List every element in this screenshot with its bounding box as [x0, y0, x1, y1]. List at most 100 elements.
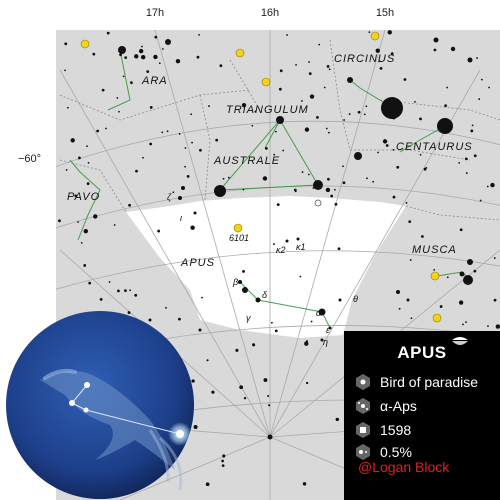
star-label-kappa1: κ1 [296, 242, 306, 252]
star [458, 300, 464, 305]
star [93, 214, 98, 219]
star [419, 153, 422, 156]
star [450, 46, 456, 52]
star [134, 54, 139, 59]
star [106, 31, 110, 35]
star [382, 139, 388, 144]
star [165, 39, 171, 45]
star [221, 464, 225, 467]
deep-sky-objects [80, 31, 442, 323]
star [116, 96, 119, 99]
star [83, 228, 88, 234]
star [222, 177, 225, 180]
star [88, 281, 92, 285]
star [476, 57, 478, 59]
star [318, 43, 321, 46]
star [334, 202, 338, 206]
star [439, 305, 443, 308]
star [478, 98, 481, 100]
star [420, 235, 424, 238]
star-hex-icon [354, 397, 372, 415]
star [462, 323, 464, 326]
star [357, 110, 361, 114]
star [113, 224, 116, 226]
star [295, 64, 297, 66]
star [130, 81, 133, 85]
star-label-delta: δ [262, 290, 268, 300]
star [153, 54, 158, 60]
star [293, 188, 297, 192]
ra-label-17h: 17h [146, 7, 164, 19]
label-triangulum: TRIANGULUM [226, 104, 309, 116]
star [262, 176, 268, 181]
star [279, 69, 283, 73]
constellation-figures [69, 49, 471, 329]
star [274, 329, 278, 333]
star [146, 70, 150, 74]
star [285, 239, 289, 243]
star [242, 287, 248, 293]
star [264, 146, 268, 150]
star [304, 341, 309, 346]
star [271, 321, 273, 324]
star [251, 124, 254, 127]
star [337, 247, 341, 251]
star [471, 124, 474, 127]
star [444, 104, 448, 108]
brightest-star-text: α-Aps [380, 398, 417, 414]
area-hex-icon [354, 443, 372, 461]
star [377, 151, 379, 154]
star [92, 52, 96, 56]
star [239, 385, 244, 390]
star [186, 174, 190, 178]
star [301, 100, 303, 102]
star [446, 86, 448, 89]
star [99, 297, 103, 301]
meaning-text: Bird of paradise [380, 374, 479, 390]
star [409, 259, 412, 261]
star [320, 338, 324, 342]
star [101, 88, 105, 92]
label-australe: AUSTRALE [213, 155, 280, 167]
star [178, 133, 181, 135]
star [305, 381, 309, 385]
star [308, 72, 312, 76]
label-circinus: CIRCINUS [334, 53, 395, 65]
star [463, 275, 473, 285]
area-text: 0.5% [380, 444, 412, 460]
star [378, 60, 380, 63]
label-apus: APUS [180, 257, 215, 269]
star [158, 62, 161, 65]
star [154, 35, 158, 39]
star [327, 177, 330, 181]
star [325, 127, 328, 130]
info-panel: APUS Bird of paradise α-Aps 1598 0.5% @ [344, 331, 500, 500]
star [363, 113, 366, 116]
ra-label-16h: 16h [261, 7, 279, 19]
star [486, 185, 489, 188]
star [64, 42, 68, 46]
star-label-eta: η [323, 337, 328, 347]
star [464, 280, 468, 284]
star [403, 78, 407, 81]
star [275, 130, 277, 133]
star [191, 379, 195, 383]
star [190, 225, 195, 230]
star [343, 119, 346, 121]
star [128, 203, 131, 207]
star [470, 129, 474, 133]
label-ara: ARA [141, 75, 168, 87]
meaning-row: Bird of paradise [354, 371, 478, 393]
star [410, 317, 413, 320]
star [117, 289, 120, 293]
apus-globe [6, 311, 194, 499]
star [77, 221, 79, 223]
star [487, 325, 489, 328]
star [199, 148, 202, 152]
star [252, 343, 256, 347]
star [347, 77, 353, 83]
star [330, 194, 334, 198]
star [425, 166, 428, 169]
label-centaurus: CENTAURUS [396, 141, 473, 153]
